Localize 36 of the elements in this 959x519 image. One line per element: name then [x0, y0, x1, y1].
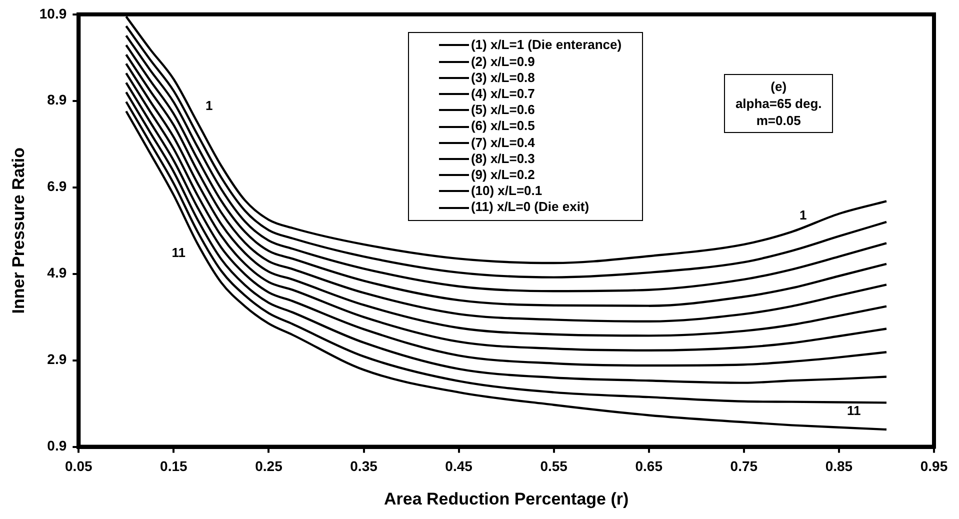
y-axis-title: Inner Pressure Ratio: [8, 147, 28, 314]
x-tick-label: 0.55: [540, 458, 568, 474]
annotation: 1: [799, 207, 807, 222]
legend-label: (5) x/L=0.6: [470, 102, 535, 118]
y-tick-label: 6.9: [47, 178, 67, 194]
x-tick-label: 0.75: [730, 458, 758, 474]
legend-label: (8) x/L=0.3: [470, 150, 535, 168]
legend-label: (2) x/L=0.9: [470, 54, 535, 70]
annotation: 11: [172, 245, 186, 260]
annotation: (e): [770, 78, 788, 96]
x-tick-label: 0.85: [825, 458, 853, 474]
x-axis-title: Area Reduction Percentage (r): [384, 489, 629, 508]
legend-label: (11) x/L=0 (Die exit): [470, 199, 590, 216]
y-tick-label: 0.9: [47, 438, 67, 454]
legend-label: (10) x/L=0.1: [470, 183, 542, 200]
x-tick-label: 0.45: [445, 458, 473, 474]
x-tick-label: 0.25: [255, 458, 283, 474]
x-tick-label: 0.95: [920, 458, 948, 474]
y-tick-label: 8.9: [47, 92, 67, 108]
y-tick-label: 4.9: [47, 264, 67, 281]
y-tick-label: 10.9: [39, 5, 67, 22]
x-tick-label: 0.35: [350, 458, 378, 474]
y-tick-label: 2.9: [47, 351, 67, 368]
legend-label: (6) x/L=0.5: [470, 118, 535, 135]
legend-label: (9) x/L=0.2: [470, 167, 535, 184]
annotation: alpha=65 deg.: [735, 95, 822, 112]
legend-label: (1) x/L=1 (Die enterance): [470, 37, 622, 54]
x-tick-label: 0.15: [160, 458, 188, 474]
legend-label: (7) x/L=0.4: [470, 134, 535, 151]
legend-label: (3) x/L=0.8: [470, 70, 535, 86]
x-tick-label: 0.05: [65, 458, 92, 474]
annotation: m=0.05: [755, 112, 802, 130]
legend-label: (4) x/L=0.7: [470, 86, 535, 102]
annotation: 1: [205, 98, 213, 114]
x-tick-label: 0.65: [635, 458, 663, 474]
annotation: 11: [846, 402, 861, 418]
